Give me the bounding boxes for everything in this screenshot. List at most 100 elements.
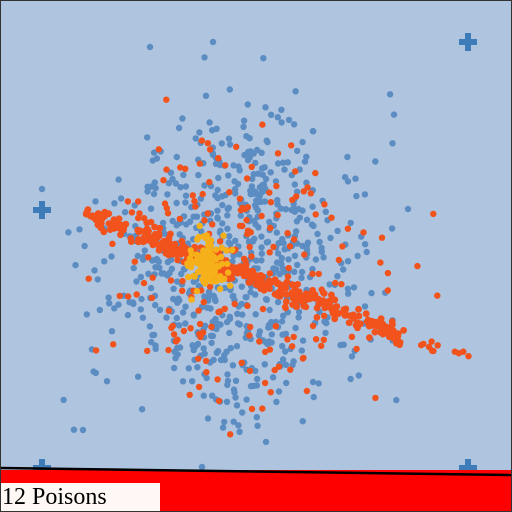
blue-particle	[270, 265, 277, 272]
red-particle	[355, 305, 362, 313]
red-particle	[206, 178, 213, 186]
blue-particle	[223, 318, 231, 326]
red-particle	[87, 212, 94, 220]
blue-particle	[186, 218, 194, 225]
blue-particle	[344, 153, 351, 161]
blue-particle	[150, 190, 158, 198]
red-particle	[352, 321, 360, 329]
blue-particle	[226, 233, 233, 240]
blue-particle	[121, 209, 129, 216]
red-particle	[258, 212, 265, 220]
blue-particle	[268, 318, 275, 326]
blue-particle	[124, 311, 132, 319]
blue-particle	[229, 258, 236, 265]
red-particle	[378, 234, 386, 241]
blue-particle	[108, 328, 116, 335]
red-particle	[174, 256, 181, 264]
red-particle	[182, 165, 189, 172]
blue-particle	[203, 374, 210, 382]
red-particle	[434, 292, 441, 299]
red-particle	[288, 142, 295, 149]
red-particle	[293, 193, 300, 200]
gold-particle	[196, 268, 203, 275]
red-particle	[393, 333, 401, 341]
blue-particle	[204, 304, 211, 311]
red-particle	[328, 291, 335, 299]
red-particle	[396, 341, 403, 349]
blue-particle	[226, 313, 233, 320]
red-particle	[206, 283, 214, 290]
blue-particle	[290, 121, 298, 128]
red-particle	[272, 323, 279, 330]
blue-particle	[177, 184, 184, 191]
blue-particle	[182, 192, 190, 199]
blue-particle	[254, 422, 261, 429]
blue-particle	[282, 348, 289, 355]
blue-particle	[141, 247, 148, 254]
blue-particle	[196, 129, 203, 136]
red-particle	[303, 387, 311, 395]
red-particle	[216, 238, 224, 245]
blue-particle	[200, 392, 207, 399]
boundary-line	[0, 466, 512, 477]
red-particle	[189, 192, 196, 199]
blue-particle	[301, 158, 309, 165]
blue-particle	[137, 306, 144, 313]
blue-particle	[201, 54, 208, 61]
red-particle	[345, 319, 353, 327]
red-particle	[377, 259, 384, 266]
red-particle	[110, 216, 118, 224]
blue-particle	[361, 191, 369, 198]
blue-particle	[208, 339, 215, 347]
red-particle	[309, 286, 316, 294]
red-particle	[312, 336, 320, 343]
blue-particle	[146, 43, 154, 51]
red-particle	[135, 228, 143, 236]
red-particle	[214, 376, 221, 383]
red-particle	[186, 391, 193, 398]
red-particle	[236, 195, 244, 202]
blue-particle	[272, 178, 280, 185]
blue-particle	[254, 375, 261, 383]
blue-particle	[262, 438, 270, 446]
blue-particle	[232, 190, 239, 197]
blue-particle	[291, 268, 298, 275]
blue-particle	[244, 156, 252, 164]
blue-particle	[348, 353, 356, 360]
blue-particle	[176, 297, 183, 304]
blue-particle	[111, 200, 118, 207]
gold-particle	[211, 271, 218, 279]
blue-particle	[139, 256, 147, 263]
blue-particle	[282, 206, 289, 213]
blue-particle	[273, 398, 280, 406]
blue-particle	[233, 402, 241, 409]
red-particle	[191, 198, 198, 205]
gold-particle	[204, 234, 211, 242]
blue-particle	[148, 338, 155, 346]
red-particle	[245, 279, 253, 286]
red-particle	[259, 405, 266, 412]
blue-particle	[299, 138, 306, 146]
blue-particle	[150, 331, 158, 339]
blue-particle	[386, 91, 394, 98]
blue-particle	[263, 137, 270, 144]
blue-particle	[65, 229, 72, 236]
red-particle	[180, 246, 188, 254]
red-particle	[167, 277, 175, 284]
blue-particle	[210, 356, 217, 364]
blue-particle	[345, 290, 352, 297]
blue-particle	[234, 320, 242, 327]
plus-cross-icon	[459, 459, 477, 477]
blue-particle	[147, 284, 155, 292]
blue-particle	[138, 295, 145, 303]
blue-particle	[253, 414, 260, 421]
red-particle	[372, 394, 379, 402]
blue-particle	[224, 371, 231, 378]
blue-particle	[145, 270, 152, 277]
blue-particle	[230, 386, 238, 393]
red-particle	[384, 287, 391, 294]
red-particle	[203, 369, 210, 376]
blue-particle	[204, 415, 212, 422]
